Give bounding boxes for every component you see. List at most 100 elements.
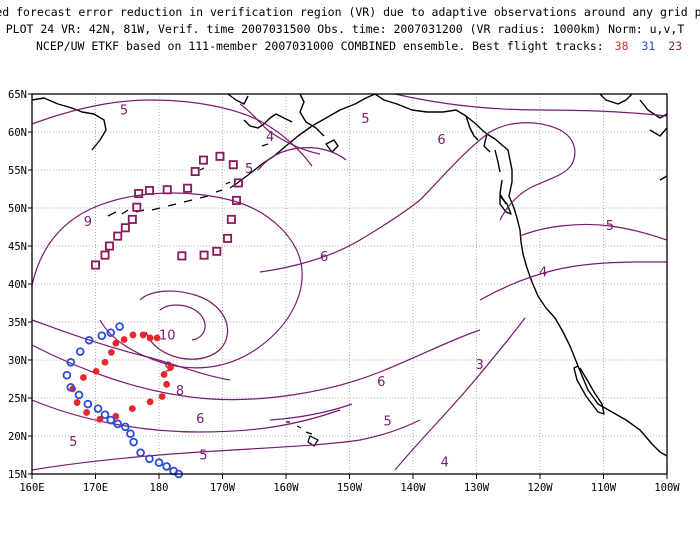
- x-tick-label: 150W: [337, 482, 363, 494]
- contour-lines: [31, 93, 668, 471]
- track-point-38: [158, 393, 166, 400]
- contour-label: 9: [84, 215, 92, 230]
- contour-5-top: [31, 99, 313, 167]
- track-point-38: [83, 409, 91, 416]
- contour-4-bottom: [31, 419, 421, 471]
- track-point-31: [106, 328, 116, 337]
- y-tick-label: 50N: [8, 203, 27, 215]
- x-tick-label: 130W: [464, 482, 490, 494]
- track-label-31: 31: [641, 39, 655, 53]
- track-31: [62, 322, 183, 479]
- coast-hawaii: [286, 421, 319, 447]
- track-point-23: [231, 195, 241, 205]
- track-point-23: [226, 214, 236, 224]
- x-tick-label: 120W: [527, 482, 553, 494]
- contour-label: 5: [606, 219, 614, 234]
- title-line-2: PLOT 24 VR: 42N, 81W, Verif. time 200703…: [6, 22, 685, 36]
- contour-label: 3: [476, 358, 484, 373]
- coast-small-islands: [199, 143, 269, 185]
- x-tick-label: 180: [150, 482, 169, 494]
- track-point-38: [120, 336, 128, 343]
- contour-label: 6: [320, 250, 328, 265]
- coast-north-america: [374, 93, 668, 457]
- track-point-31: [93, 404, 103, 413]
- coast-kodiak: [325, 139, 339, 153]
- coast-chukotka: [227, 93, 249, 105]
- contour-label: 6: [377, 375, 385, 390]
- track-point-23: [162, 185, 172, 195]
- track-point-23: [199, 250, 209, 260]
- contour-3: [394, 317, 526, 471]
- track-point-23: [215, 151, 225, 161]
- coast-baja: [573, 365, 605, 415]
- track-point-31: [74, 390, 84, 400]
- coast-bristol-bay: [299, 93, 325, 137]
- track-point-31: [121, 422, 130, 432]
- track-point-23: [177, 251, 187, 261]
- title-line-3: NCEP/UW ETKF based on 111-member 2007031…: [36, 39, 682, 53]
- y-tick-label: 30N: [8, 355, 27, 367]
- track-38: [69, 331, 174, 423]
- coast-vancouver-island: [499, 195, 512, 215]
- x-tick-label: 170W: [210, 482, 236, 494]
- x-tick-label: 140W: [400, 482, 426, 494]
- track-point-31: [97, 331, 107, 340]
- contour-5-right: [519, 223, 668, 241]
- track-point-31: [75, 347, 85, 356]
- track-point-23: [127, 214, 137, 224]
- contour-6-loop: [419, 122, 576, 221]
- plot-area: 55456965410986365554: [31, 93, 668, 479]
- contour-10-b: [159, 304, 206, 341]
- coast-alaska-peninsula: [243, 93, 376, 179]
- track-point-23: [113, 231, 123, 241]
- contour-8: [31, 319, 231, 381]
- track-point-23: [120, 223, 130, 233]
- contour-5-bottom: [269, 403, 353, 421]
- y-tick-label: 35N: [8, 317, 27, 329]
- track-point-31: [162, 462, 171, 471]
- track-point-23: [91, 260, 101, 270]
- y-tick-label: 40N: [8, 279, 27, 291]
- contour-label: 4: [266, 130, 274, 145]
- contour-5-aleutian: [257, 147, 347, 171]
- track-point-31: [84, 335, 94, 345]
- contour-label: 8: [176, 384, 184, 399]
- coast-bc-islands: [465, 115, 507, 205]
- contour-5-lower: [31, 399, 341, 433]
- contour-label: 5: [120, 104, 128, 119]
- track-point-38: [128, 405, 136, 413]
- y-tick-label: 20N: [8, 431, 27, 443]
- x-tick-label: 100W: [654, 482, 680, 494]
- track-point-23: [212, 246, 222, 256]
- contour-4-north: [239, 103, 321, 155]
- contour-label: 10: [159, 328, 176, 343]
- contour-label: 5: [69, 435, 77, 450]
- track-point-31: [66, 383, 76, 392]
- x-tick-label: 160W: [273, 482, 299, 494]
- contour-label: 5: [245, 162, 253, 177]
- track-point-31: [126, 429, 135, 439]
- title-line-1: Expected forecast error reduction in ver…: [0, 5, 700, 19]
- contour-10: [139, 290, 229, 360]
- gridlines: [32, 94, 667, 474]
- contour-label: 4: [441, 455, 449, 470]
- title-line-3-text: NCEP/UW ETKF based on 111-member 2007031…: [36, 39, 604, 53]
- y-tick-label: 45N: [8, 241, 27, 253]
- track-point-38: [167, 364, 174, 371]
- y-axis: 65N 60N 55N 50N 45N 40N 35N 30N 25N 20N 15N: [8, 89, 32, 481]
- track-point-38: [153, 334, 161, 342]
- y-tick-label: 65N: [8, 89, 27, 101]
- contour-4-right: [479, 261, 667, 301]
- track-point-31: [154, 458, 164, 467]
- track-point-38: [146, 334, 154, 342]
- track-point-38: [96, 415, 104, 423]
- y-tick-label: 60N: [8, 127, 27, 139]
- y-tick-label: 55N: [8, 165, 27, 177]
- x-axis: 160E 170E 180 170W 160W 150W 140W 130W 120W 110W 1…: [19, 474, 680, 494]
- track-point-31: [66, 357, 76, 367]
- coast-kamchatka: [31, 97, 107, 151]
- coast-arctic-islands: [599, 93, 668, 181]
- x-tick-label: 170E: [83, 482, 108, 494]
- track-point-31: [83, 399, 93, 409]
